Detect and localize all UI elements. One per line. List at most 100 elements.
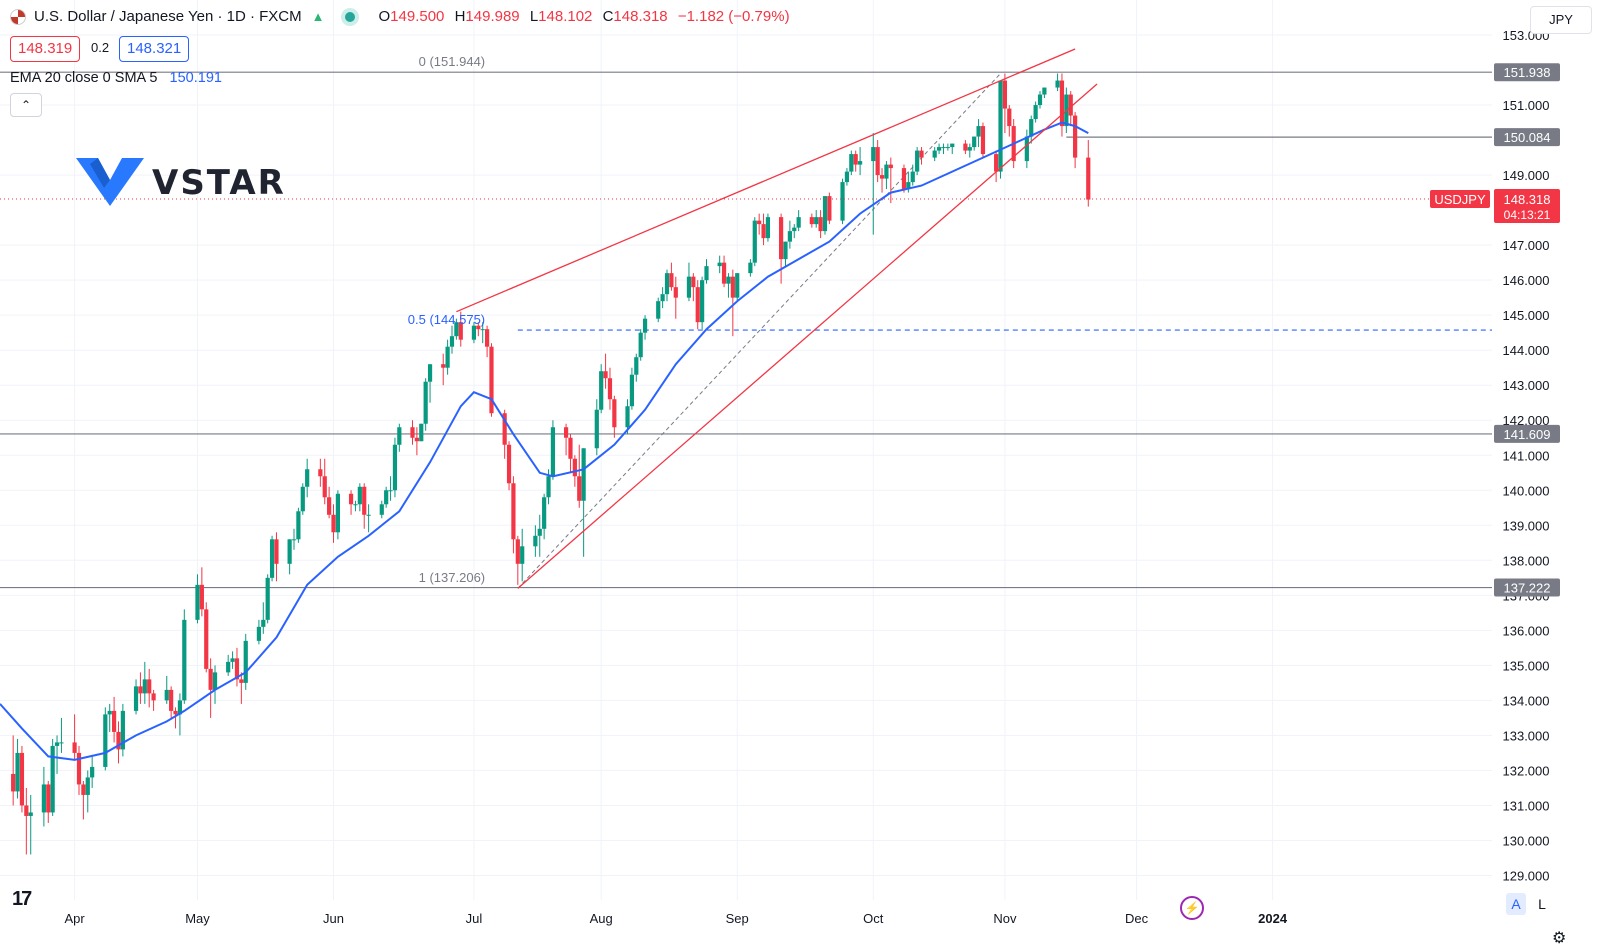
symbol-title[interactable]: U.S. Dollar / Japanese Yen · 1D · FXCM bbox=[34, 8, 302, 25]
open-label: O bbox=[378, 8, 391, 25]
candle-body bbox=[976, 126, 981, 137]
candle-body bbox=[182, 619, 187, 701]
candle-body bbox=[950, 143, 955, 148]
candle-body bbox=[151, 693, 156, 701]
candle bbox=[1037, 91, 1043, 109]
candle-body bbox=[362, 486, 367, 515]
candle-body bbox=[888, 164, 893, 169]
market-status-icon[interactable]: ▲ bbox=[311, 9, 325, 24]
candle-body bbox=[840, 182, 845, 221]
candle-body bbox=[261, 619, 266, 627]
auto-scale-button[interactable]: A bbox=[1506, 893, 1526, 915]
open-value: 149.500 bbox=[390, 8, 445, 25]
candle bbox=[476, 322, 481, 337]
candle bbox=[1086, 140, 1091, 207]
candle-body bbox=[366, 514, 371, 516]
candle-body bbox=[827, 196, 832, 221]
candle-body bbox=[318, 469, 323, 477]
y-tick-label: 129.000 bbox=[1503, 868, 1550, 883]
indicator-legend[interactable]: EMA 20 close 0 SMA 5 150.191 bbox=[10, 70, 222, 86]
candle-body bbox=[441, 364, 446, 368]
candle bbox=[103, 707, 108, 771]
candle bbox=[875, 140, 880, 183]
candle-body bbox=[348, 493, 354, 505]
candle bbox=[748, 259, 753, 277]
close-label: C bbox=[602, 8, 614, 25]
candle-body bbox=[563, 427, 569, 438]
fib-level-label: 0.5 (144.575) bbox=[408, 312, 485, 327]
candle bbox=[730, 269, 735, 337]
candle-body bbox=[15, 752, 20, 792]
x-tick-label: Sep bbox=[726, 911, 749, 926]
candle bbox=[879, 168, 885, 193]
candle-body bbox=[967, 147, 972, 151]
candle bbox=[967, 143, 972, 158]
candle bbox=[550, 420, 556, 480]
candle-body bbox=[884, 164, 889, 179]
close-value: 148.318 bbox=[613, 8, 668, 25]
candle-body bbox=[195, 584, 200, 620]
candle-body bbox=[397, 427, 402, 445]
flash-icon[interactable]: ⚡ bbox=[1180, 896, 1204, 920]
candle-body bbox=[1068, 94, 1073, 116]
candle bbox=[116, 721, 121, 764]
candle bbox=[480, 322, 485, 344]
y-tick-label: 136.000 bbox=[1503, 623, 1550, 638]
candle bbox=[1068, 91, 1073, 127]
fib-level-label: 1 (137.206) bbox=[419, 570, 486, 585]
x-tick-label: Dec bbox=[1125, 911, 1149, 926]
candle-body bbox=[41, 784, 46, 813]
candle bbox=[419, 423, 424, 442]
candle-body bbox=[818, 217, 823, 232]
candle-body bbox=[243, 640, 248, 683]
candle bbox=[599, 364, 604, 414]
candle-body bbox=[533, 535, 538, 547]
time-axis[interactable]: Apr May Jun Jul Aug Sep Oct Nov Dec 2024 bbox=[64, 911, 1287, 926]
candle bbox=[274, 532, 279, 582]
candle-body bbox=[81, 784, 86, 795]
candle-body bbox=[581, 448, 586, 501]
tradingview-logo[interactable]: 17 bbox=[12, 888, 32, 910]
candle-body bbox=[875, 147, 880, 176]
candle bbox=[19, 745, 25, 813]
symbol-tag bbox=[1430, 189, 1490, 208]
candle-body bbox=[849, 154, 854, 172]
vstar-logo-icon bbox=[76, 158, 144, 206]
candle-body bbox=[945, 147, 950, 149]
candle bbox=[287, 539, 292, 575]
price-axis[interactable]: 153.000151.000149.000147.000146.000145.0… bbox=[1494, 28, 1560, 883]
settings-gear-icon[interactable]: ⚙ bbox=[1552, 930, 1567, 947]
y-tick-label: 133.000 bbox=[1503, 728, 1550, 743]
candle-body bbox=[980, 126, 986, 155]
candle bbox=[397, 423, 402, 452]
candle bbox=[392, 437, 398, 498]
sell-button[interactable]: 148.319 bbox=[10, 36, 81, 62]
candle-body bbox=[629, 374, 635, 407]
candle-body bbox=[72, 742, 77, 753]
log-scale-button[interactable]: L bbox=[1538, 896, 1546, 912]
high-label: H bbox=[454, 8, 466, 25]
candle-body bbox=[511, 483, 516, 540]
candle bbox=[533, 525, 538, 557]
candle bbox=[612, 395, 617, 438]
candle-body bbox=[721, 262, 727, 284]
candle-body bbox=[603, 371, 608, 379]
y-tick-label: 146.000 bbox=[1503, 273, 1550, 288]
x-tick-label: May bbox=[185, 911, 210, 926]
candle-body bbox=[656, 301, 661, 319]
candle bbox=[427, 364, 433, 403]
candle bbox=[208, 658, 213, 718]
candle bbox=[664, 269, 670, 302]
buy-button[interactable]: 148.321 bbox=[119, 36, 190, 62]
candle-body bbox=[269, 539, 275, 578]
candle bbox=[726, 273, 731, 298]
candle-body bbox=[410, 427, 415, 438]
collapse-legend-button[interactable]: ⌃ bbox=[10, 93, 42, 117]
currency-button[interactable]: JPY bbox=[1530, 6, 1592, 34]
candle-body bbox=[857, 161, 863, 165]
low-label: L bbox=[529, 8, 539, 25]
fib-trend-line bbox=[517, 73, 1001, 589]
level-price-label: 151.938 bbox=[1504, 65, 1551, 80]
candle bbox=[54, 735, 60, 774]
